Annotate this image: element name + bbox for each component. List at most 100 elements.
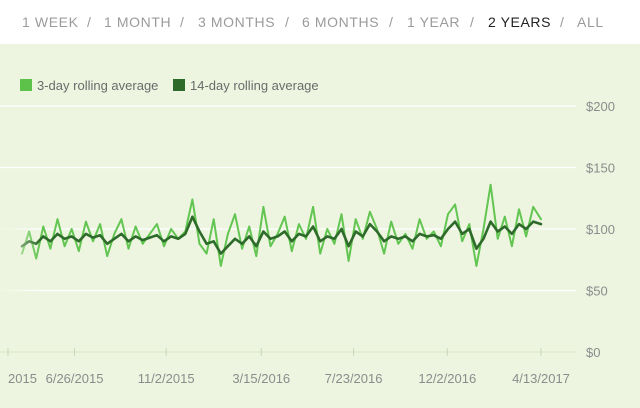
data-point-3-day — [113, 233, 115, 235]
data-point-3-day — [340, 213, 343, 215]
data-point-14-day — [63, 238, 66, 240]
range-separator: / — [560, 14, 564, 30]
data-point-3-day — [362, 238, 364, 240]
data-point-3-day — [248, 225, 250, 228]
data-point-3-day — [170, 228, 172, 230]
data-point-3-day — [99, 223, 101, 225]
data-point-3-day — [404, 233, 406, 235]
data-point-3-day — [433, 230, 435, 233]
data-point-3-day — [78, 250, 80, 252]
data-point-14-day — [134, 235, 137, 237]
data-point-3-day — [468, 223, 470, 225]
range-1-week[interactable]: 1 WEEK — [22, 14, 79, 30]
data-point-3-day — [376, 228, 378, 230]
x-tick-label: 7/23/2016 — [325, 371, 383, 386]
data-point-3-day — [227, 233, 229, 235]
data-point-3-day — [92, 240, 94, 242]
data-point-3-day — [511, 245, 513, 247]
data-point-14-day — [276, 235, 279, 237]
data-point-14-day — [447, 228, 449, 230]
data-point-3-day — [156, 223, 158, 225]
legend-swatch-14-day — [173, 79, 185, 91]
data-point-14-day — [298, 233, 300, 235]
range-separator: / — [180, 14, 184, 30]
data-point-3-day — [262, 206, 264, 208]
data-point-3-day — [298, 223, 300, 225]
data-point-14-day — [156, 234, 158, 236]
x-tick-label: 3/15/2016 — [232, 371, 290, 386]
y-tick-label: $200 — [586, 99, 615, 114]
range-6-months[interactable]: 6 MONTHS — [302, 14, 380, 30]
data-point-3-day — [532, 206, 534, 208]
range-3-months[interactable]: 3 MONTHS — [198, 14, 276, 30]
data-point-3-day — [447, 213, 449, 215]
data-point-3-day — [49, 248, 51, 250]
data-point-14-day — [163, 240, 165, 242]
data-point-14-day — [92, 237, 94, 239]
data-point-14-day — [326, 235, 328, 237]
legend-swatch-3-day — [20, 79, 32, 91]
data-point-14-day — [220, 253, 222, 255]
data-point-14-day — [248, 235, 250, 237]
data-point-14-day — [312, 225, 314, 228]
data-point-3-day — [319, 253, 321, 255]
data-point-14-day — [184, 233, 186, 235]
data-point-3-day — [418, 218, 421, 220]
data-point-3-day — [284, 216, 286, 218]
data-point-3-day — [475, 265, 477, 267]
data-point-14-day — [170, 235, 172, 237]
data-point-3-day — [333, 243, 335, 245]
data-point-14-day — [127, 240, 130, 242]
data-point-14-day — [191, 216, 193, 218]
data-point-3-day — [347, 260, 350, 262]
data-point-3-day — [63, 245, 66, 247]
range-separator: / — [87, 14, 91, 30]
data-point-14-day — [177, 238, 179, 240]
range-all[interactable]: ALL — [577, 14, 604, 30]
data-point-3-day — [397, 243, 399, 245]
data-point-3-day — [106, 255, 108, 257]
range-1-year[interactable]: 1 YEAR — [407, 14, 461, 30]
data-point-14-day — [390, 235, 392, 237]
range-1-month[interactable]: 1 MONTH — [104, 14, 172, 30]
data-point-14-day — [319, 240, 321, 242]
data-point-14-day — [454, 221, 456, 223]
x-tick-label: 6/26/2015 — [46, 371, 104, 386]
data-point-3-day — [71, 228, 73, 230]
data-point-3-day — [411, 248, 414, 250]
data-point-14-day — [71, 235, 73, 237]
data-point-14-day — [468, 228, 470, 230]
data-point-14-day — [269, 238, 272, 240]
data-point-3-day — [497, 238, 499, 240]
data-point-3-day — [540, 218, 542, 220]
data-point-3-day — [234, 213, 236, 215]
data-point-14-day — [532, 221, 534, 223]
data-point-3-day — [205, 253, 208, 255]
data-point-3-day — [149, 233, 151, 235]
data-point-14-day — [142, 239, 144, 241]
data-point-14-day — [347, 245, 350, 247]
data-point-14-day — [42, 235, 44, 237]
data-point-14-day — [376, 230, 378, 233]
data-point-14-day — [255, 245, 257, 247]
series-line-3-day — [21, 183, 542, 267]
y-tick-label: $150 — [586, 161, 615, 176]
data-point-14-day — [497, 230, 499, 233]
legend-label-3-day: 3-day rolling average — [37, 78, 159, 93]
data-point-14-day — [305, 235, 307, 237]
data-point-14-day — [511, 233, 513, 235]
data-point-3-day — [269, 245, 272, 247]
data-point-14-day — [461, 233, 463, 235]
data-point-14-day — [518, 223, 520, 225]
range-2-years[interactable]: 2 YEARS — [488, 14, 552, 30]
data-point-3-day — [213, 218, 215, 220]
data-point-3-day — [482, 228, 485, 230]
data-point-14-day — [504, 225, 506, 228]
data-point-3-day — [220, 265, 222, 267]
chart-panel — [0, 44, 640, 408]
data-point-14-day — [333, 238, 335, 240]
data-point-3-day — [489, 184, 492, 186]
data-point-14-day — [149, 237, 151, 239]
data-point-14-day — [106, 243, 108, 245]
